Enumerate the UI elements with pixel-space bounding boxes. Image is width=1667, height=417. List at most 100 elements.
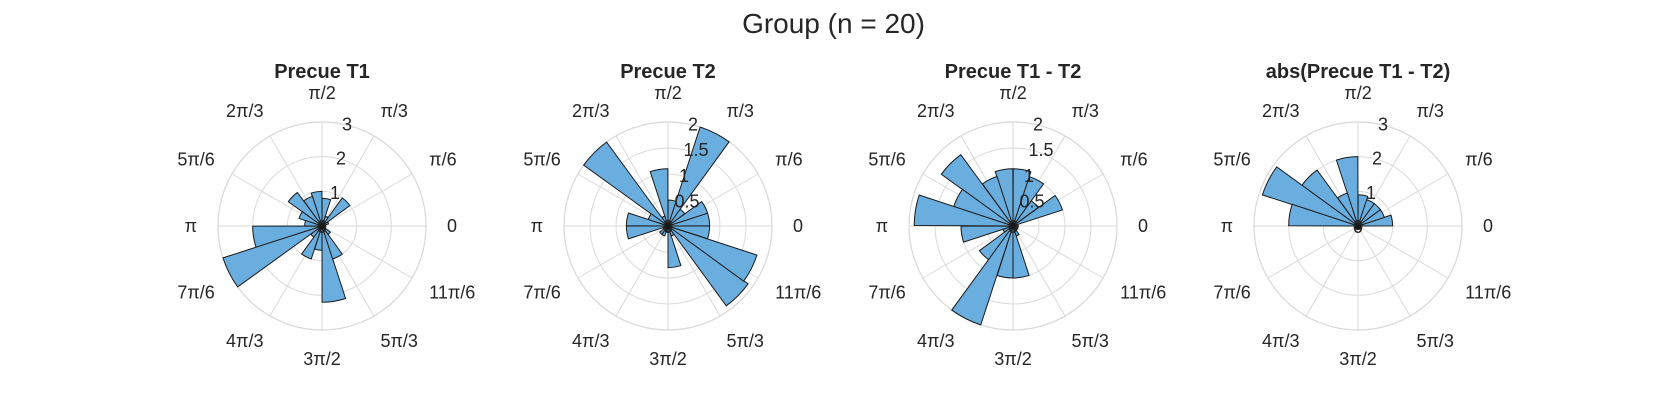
angle-tick-label: π/3: [381, 101, 408, 121]
angular-grid-line: [1012, 225, 1104, 279]
angle-tick-label: π/2: [654, 83, 681, 103]
angle-tick-label: π/6: [1120, 150, 1147, 170]
histogram-bar: [300, 225, 323, 260]
radial-tick-label: 0.5: [675, 191, 700, 211]
angular-grid-line: [1012, 225, 1066, 317]
histogram-bar: [1012, 225, 1030, 279]
angle-tick-label: 0: [447, 216, 457, 236]
angular-grid-line: [1267, 225, 1359, 279]
polar-panel: Precue T1 - T2 0.5 1 1.5 2 0 0 π/6 π/3 π/2 2π/3 5π/…: [868, 61, 1166, 369]
histogram-bar: [960, 225, 1014, 243]
angular-grid-line: [321, 135, 375, 227]
radial-tick-label: 1.5: [684, 140, 709, 160]
angle-tick-label: π/2: [1344, 83, 1371, 103]
angle-tick-label: 2π/3: [572, 101, 609, 121]
angle-tick-label: 4π/3: [1262, 331, 1299, 351]
radial-zero-label: 0: [1008, 217, 1018, 237]
histogram-bar: [1012, 194, 1064, 227]
panel-title: abs(Precue T1 - T2): [1266, 61, 1451, 83]
angle-tick-label: 2π/3: [917, 101, 954, 121]
radial-tick-label: 2: [1372, 149, 1382, 169]
histogram-bar: [667, 200, 709, 227]
angle-tick-label: π/3: [1417, 101, 1444, 121]
angle-tick-label: 7π/6: [177, 283, 214, 303]
polar-panel: Precue T1 1 2 3 0 0 π/6 π/3 π/2 2π/3 5π/6 π 7π/6 4π/3…: [177, 61, 475, 369]
panel-title: Precue T2: [620, 61, 716, 83]
histogram-bar: [582, 141, 669, 227]
angle-tick-label: 0: [1483, 216, 1493, 236]
angle-tick-label: 11π/6: [775, 283, 821, 303]
histogram-bar: [321, 225, 343, 260]
angle-tick-label: 2π/3: [226, 101, 263, 121]
histogram-bar: [667, 225, 758, 282]
histogram-bar: [667, 126, 730, 227]
histogram-bar: [1261, 166, 1359, 227]
angle-tick-label: 11π/6: [429, 283, 475, 303]
angle-tick-label: 5π/3: [381, 331, 418, 351]
angle-tick-label: π/6: [429, 150, 456, 170]
radial-tick-label: 1: [679, 166, 689, 186]
histogram-bar: [1288, 203, 1359, 227]
angular-grid-line: [321, 173, 413, 227]
radial-zero-label: 0: [317, 217, 327, 237]
panel-title: Precue T1: [274, 61, 370, 83]
angle-tick-label: 5π/3: [1417, 331, 1454, 351]
angle-tick-label: 2π/3: [1262, 101, 1299, 121]
angular-grid-line: [615, 225, 669, 317]
angle-tick-label: π/6: [775, 150, 802, 170]
angle-tick-label: π: [185, 216, 197, 236]
radial-tick-label: 3: [1378, 115, 1388, 135]
histogram-bar: [1357, 225, 1362, 228]
angle-tick-label: π/2: [999, 83, 1026, 103]
angle-tick-label: 3π/2: [994, 349, 1031, 369]
polar-panel: abs(Precue T1 - T2) 1 2 3 0 0 π/6 π/3 π/2 2π/3 5π/…: [1213, 61, 1511, 369]
angular-grid-line: [615, 135, 669, 227]
histogram-bar: [940, 153, 1014, 227]
histogram-bar: [321, 225, 326, 228]
angle-tick-label: π/6: [1465, 150, 1492, 170]
radial-tick-label: 1: [330, 183, 340, 203]
histogram-bar: [951, 225, 1014, 326]
histogram-bar: [913, 194, 1014, 227]
histogram-bar: [287, 191, 323, 227]
angle-tick-label: π: [876, 216, 888, 236]
angle-tick-label: π/3: [1072, 101, 1099, 121]
radial-tick-label: 3: [342, 115, 352, 135]
angle-tick-label: 5π/6: [523, 150, 560, 170]
angular-grid-line: [1305, 225, 1359, 317]
radial-tick-label: 2: [336, 149, 346, 169]
angle-tick-label: 4π/3: [917, 331, 954, 351]
angle-tick-label: 5π/6: [868, 150, 905, 170]
angle-tick-label: 3π/2: [649, 349, 686, 369]
angle-tick-label: π: [1221, 216, 1233, 236]
angle-tick-label: 4π/3: [572, 331, 609, 351]
angle-tick-label: 5π/6: [177, 150, 214, 170]
angular-grid-line: [577, 225, 669, 279]
histogram-bar: [667, 225, 749, 307]
angle-tick-label: π/3: [727, 101, 754, 121]
polar-panel: Precue T2 0.5 1 1.5 2 0 0 π/6 π/3 π/2 2π/3 5π/6 π 7π/…: [523, 61, 821, 369]
angle-tick-label: 5π/3: [1072, 331, 1109, 351]
angle-tick-label: 7π/6: [523, 283, 560, 303]
panel-title: Precue T1 - T2: [945, 61, 1082, 83]
histogram-bar: [667, 225, 711, 240]
angle-tick-label: 0: [793, 216, 803, 236]
radial-tick-label: 2: [688, 115, 698, 135]
angular-grid-line: [667, 225, 721, 317]
radial-tick-label: 2: [1033, 115, 1043, 135]
angle-tick-label: 5π/6: [1213, 150, 1250, 170]
angle-tick-label: π: [531, 216, 543, 236]
histogram-bar: [625, 225, 669, 240]
radial-tick-label: 1: [1366, 183, 1376, 203]
angular-grid-line: [922, 225, 1014, 279]
figure-title: Group (n = 20): [742, 8, 925, 39]
angular-grid-line: [1357, 225, 1411, 317]
histogram-bar: [321, 197, 351, 227]
angle-tick-label: 3π/2: [303, 349, 340, 369]
histogram-bar: [222, 225, 323, 288]
histogram-bar: [649, 168, 669, 227]
histogram-bar: [298, 211, 323, 227]
histogram-bar: [1012, 225, 1019, 229]
angular-grid-line: [321, 225, 413, 279]
